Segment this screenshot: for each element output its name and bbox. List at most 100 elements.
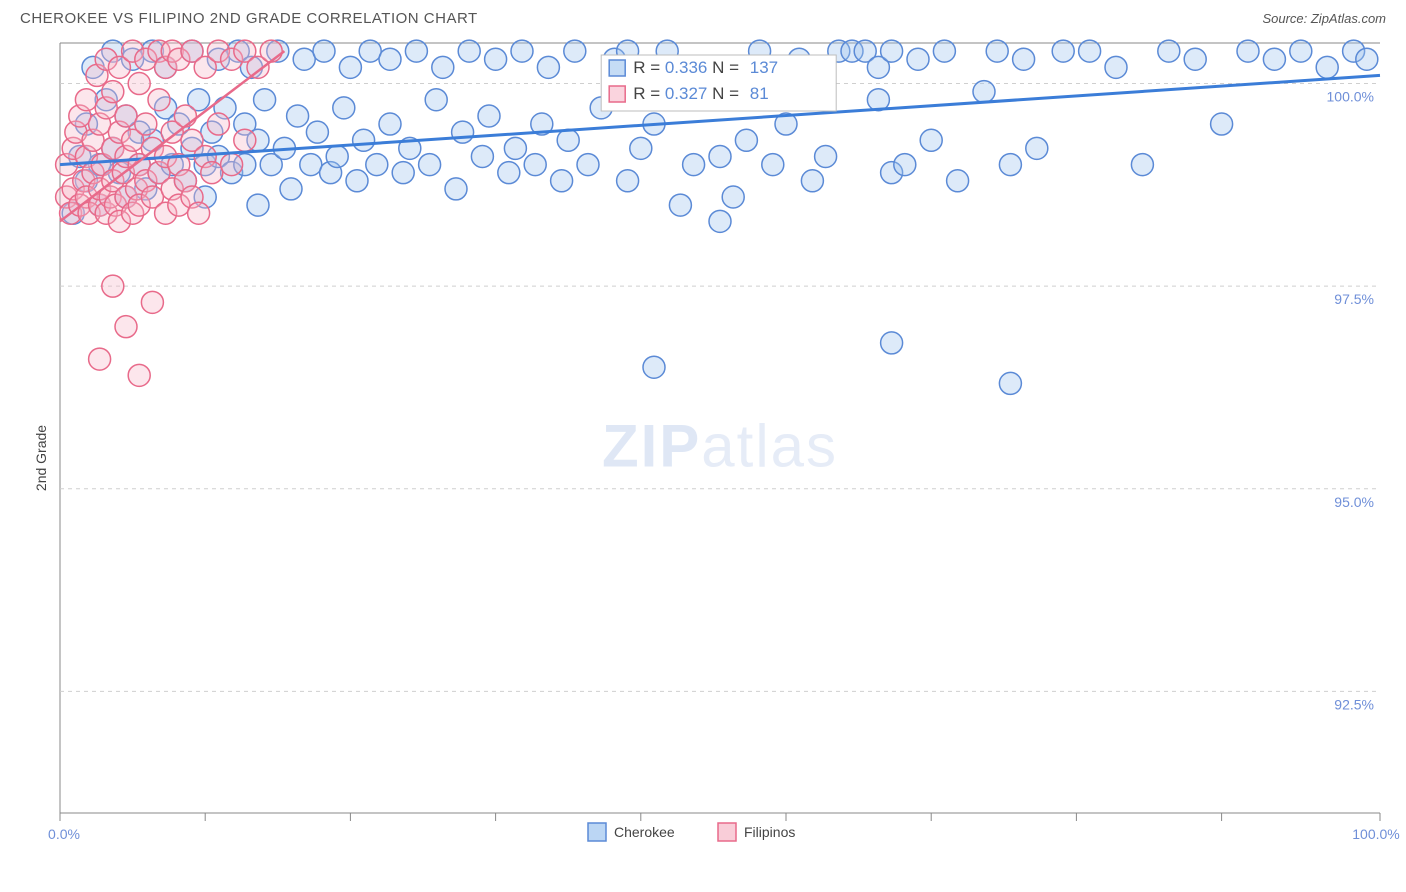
data-point bbox=[102, 275, 124, 297]
data-point bbox=[986, 40, 1008, 62]
y-axis-label: 2nd Grade bbox=[33, 425, 49, 491]
data-point bbox=[293, 48, 315, 70]
data-point bbox=[306, 121, 328, 143]
data-point bbox=[75, 89, 97, 111]
data-point bbox=[630, 137, 652, 159]
x-tick-min: 0.0% bbox=[48, 826, 80, 842]
data-point bbox=[524, 154, 546, 176]
x-tick-max: 100.0% bbox=[1352, 826, 1399, 842]
legend-swatch bbox=[609, 60, 625, 76]
data-point bbox=[458, 40, 480, 62]
data-point bbox=[511, 40, 533, 62]
data-point bbox=[735, 129, 757, 151]
data-point bbox=[379, 48, 401, 70]
data-point bbox=[504, 137, 526, 159]
data-point bbox=[709, 145, 731, 167]
data-point bbox=[300, 154, 322, 176]
data-point bbox=[643, 356, 665, 378]
stats-row: R = 0.336 N = 137 bbox=[633, 58, 778, 77]
data-point bbox=[148, 89, 170, 111]
y-tick-label: 100.0% bbox=[1327, 89, 1374, 105]
data-point bbox=[1079, 40, 1101, 62]
data-point bbox=[471, 145, 493, 167]
data-point bbox=[135, 113, 157, 135]
data-point bbox=[669, 194, 691, 216]
data-point bbox=[973, 81, 995, 103]
data-point bbox=[425, 89, 447, 111]
data-point bbox=[551, 170, 573, 192]
data-point bbox=[709, 210, 731, 232]
data-point bbox=[1184, 48, 1206, 70]
data-point bbox=[287, 105, 309, 127]
data-point bbox=[254, 89, 276, 111]
data-point bbox=[445, 178, 467, 200]
data-point bbox=[346, 170, 368, 192]
data-point bbox=[392, 162, 414, 184]
data-point bbox=[762, 154, 784, 176]
data-point bbox=[174, 105, 196, 127]
data-point bbox=[128, 364, 150, 386]
data-point bbox=[1105, 56, 1127, 78]
legend-swatch bbox=[718, 823, 736, 841]
y-tick-label: 95.0% bbox=[1334, 494, 1374, 510]
data-point bbox=[359, 40, 381, 62]
data-point bbox=[617, 170, 639, 192]
data-point bbox=[221, 154, 243, 176]
data-point bbox=[419, 154, 441, 176]
data-point bbox=[1131, 154, 1153, 176]
data-point bbox=[1052, 40, 1074, 62]
data-point bbox=[1290, 40, 1312, 62]
data-point bbox=[280, 178, 302, 200]
scatter-plot: 92.5% 95.0% 97.5% 100.0% 0.0% 100.0% ZIPatlas R… bbox=[0, 33, 1406, 883]
data-point bbox=[201, 162, 223, 184]
data-point bbox=[564, 40, 586, 62]
data-point bbox=[102, 81, 124, 103]
data-point bbox=[815, 145, 837, 167]
data-point bbox=[234, 129, 256, 151]
data-point bbox=[207, 113, 229, 135]
data-point bbox=[1026, 137, 1048, 159]
data-point bbox=[313, 40, 335, 62]
data-point bbox=[260, 40, 282, 62]
data-point bbox=[333, 97, 355, 119]
data-point bbox=[188, 202, 210, 224]
legend-label: Cherokee bbox=[614, 824, 675, 840]
chart-title: CHEROKEE VS FILIPINO 2ND GRADE CORRELATI… bbox=[20, 10, 478, 27]
y-tick-label: 92.5% bbox=[1334, 696, 1374, 712]
data-point bbox=[933, 40, 955, 62]
data-point bbox=[432, 56, 454, 78]
data-point bbox=[405, 40, 427, 62]
data-point bbox=[115, 316, 137, 338]
data-point bbox=[1158, 40, 1180, 62]
data-point bbox=[881, 40, 903, 62]
legend-swatch bbox=[588, 823, 606, 841]
data-point bbox=[128, 73, 150, 95]
chart-header: CHEROKEE VS FILIPINO 2ND GRADE CORRELATI… bbox=[0, 0, 1406, 33]
data-point bbox=[920, 129, 942, 151]
data-point bbox=[1316, 56, 1338, 78]
data-point bbox=[1356, 48, 1378, 70]
data-point bbox=[247, 194, 269, 216]
data-point bbox=[141, 291, 163, 313]
y-tick-label: 97.5% bbox=[1334, 291, 1374, 307]
data-point bbox=[89, 348, 111, 370]
data-point bbox=[801, 170, 823, 192]
chart-source: Source: ZipAtlas.com bbox=[1262, 11, 1386, 26]
data-point bbox=[379, 113, 401, 135]
data-point bbox=[326, 145, 348, 167]
data-point bbox=[115, 105, 137, 127]
data-point bbox=[498, 162, 520, 184]
data-point bbox=[452, 121, 474, 143]
data-point bbox=[999, 372, 1021, 394]
data-point bbox=[366, 154, 388, 176]
legend-swatch bbox=[609, 86, 625, 102]
data-point bbox=[1013, 48, 1035, 70]
data-point bbox=[894, 154, 916, 176]
data-point bbox=[577, 154, 599, 176]
data-point bbox=[339, 56, 361, 78]
data-point bbox=[683, 154, 705, 176]
watermark: ZIPatlas bbox=[602, 413, 838, 480]
chart-area: 2nd Grade 92.5% 95.0% 97.5% 100.0% 0.0% 100.0… bbox=[0, 33, 1406, 883]
data-point bbox=[907, 48, 929, 70]
data-point bbox=[1237, 40, 1259, 62]
